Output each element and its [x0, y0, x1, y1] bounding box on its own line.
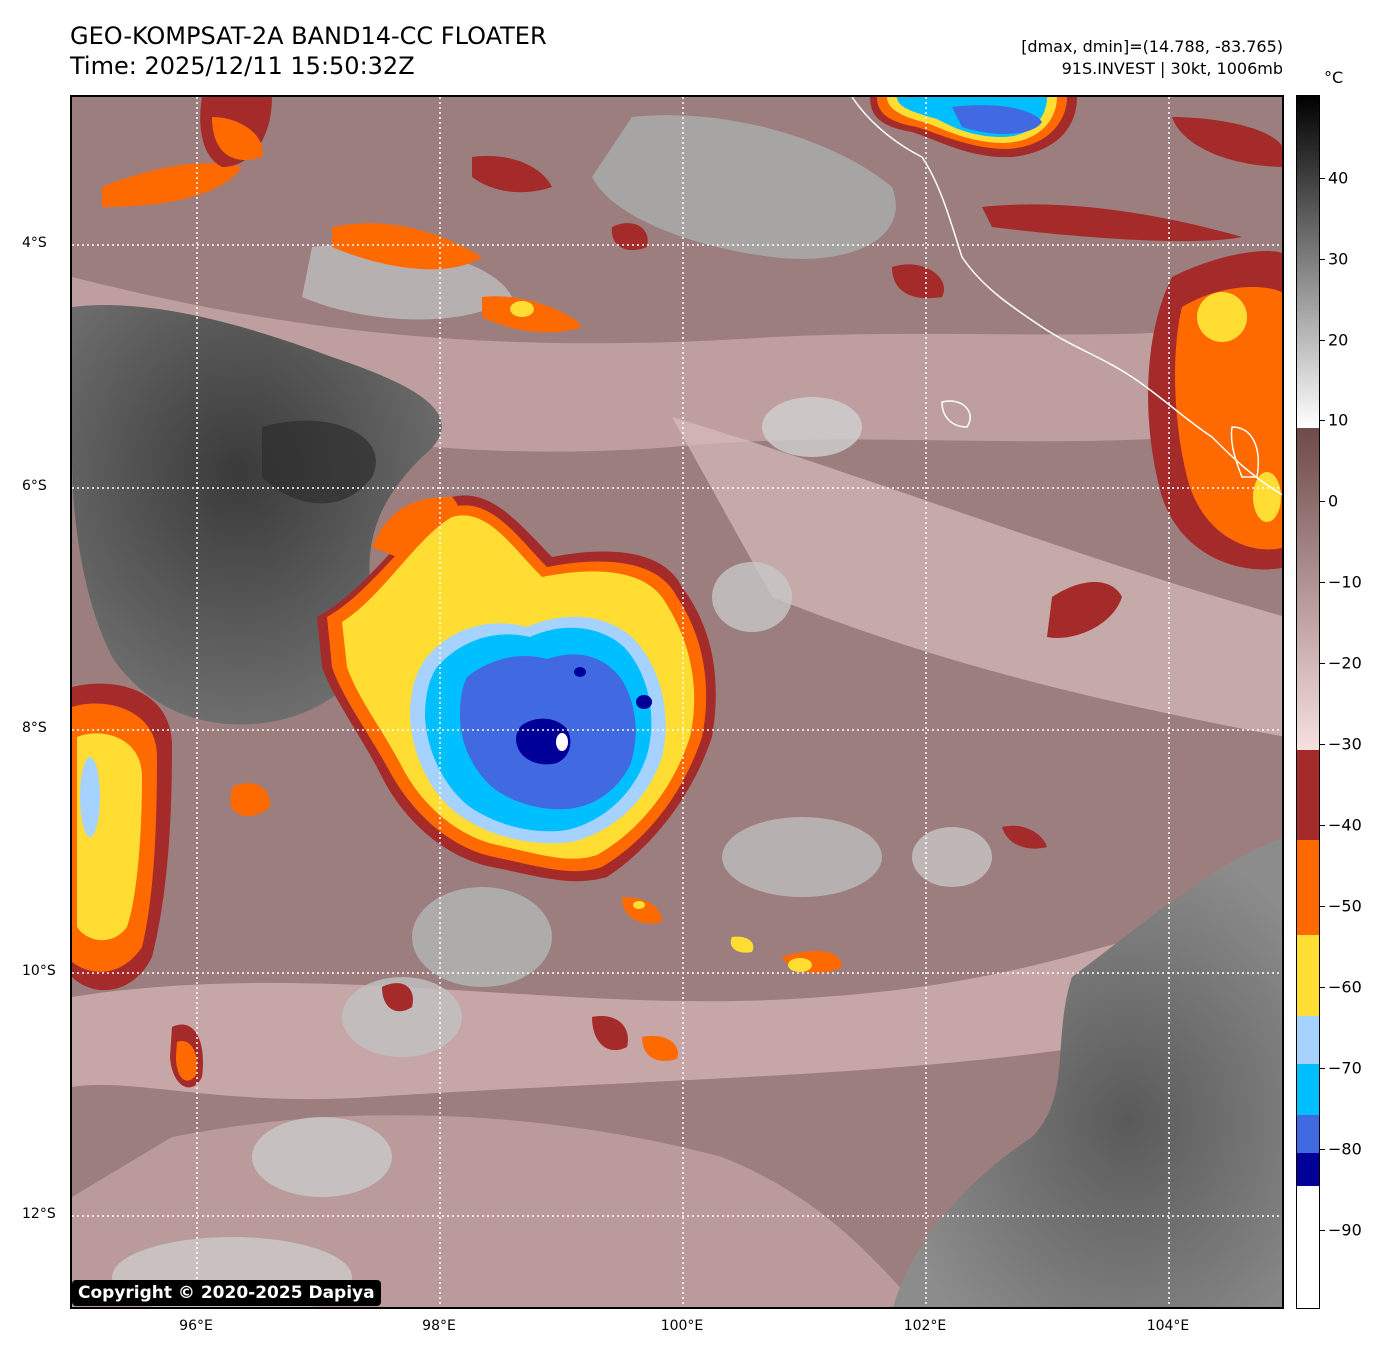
lat-label-8s: 8°S: [22, 720, 47, 736]
colorbar-tick-20: 20: [1328, 330, 1349, 350]
cyclone-navy-core: [516, 718, 571, 765]
copyright-badge: Copyright © 2020-2025 Dapiya: [72, 1280, 381, 1306]
dmax-dmin-info: [dmax, dmin]=(14.788, -83.765): [1021, 37, 1283, 56]
lon-label-102e: 102°E: [903, 1318, 947, 1334]
colorbar-tick-minus90: −90: [1328, 1220, 1362, 1240]
colorbar-tick-minus80: −80: [1328, 1139, 1362, 1159]
colorbar-tick-minus50: −50: [1328, 896, 1362, 916]
satellite-map: [70, 95, 1284, 1309]
colorbar-tick-40: 40: [1328, 168, 1349, 188]
colorbar-scale: [1297, 96, 1319, 1308]
graticule: [72, 97, 1282, 1307]
colorbar-tick-0: 0: [1328, 491, 1339, 511]
colorbar-tick-minus20: −20: [1328, 653, 1362, 673]
colorbar-tick-minus70: −70: [1328, 1058, 1362, 1078]
title-line-2: Time: 2025/12/11 15:50:32Z: [70, 52, 415, 80]
coastline: [851, 97, 1282, 496]
storm-info: 91S.INVEST | 30kt, 1006mb: [1061, 59, 1283, 78]
lat-label-10s: 10°S: [22, 963, 56, 979]
southeast-grey-region: [893, 838, 1282, 1307]
colorbar-unit: °C: [1324, 68, 1344, 87]
lon-label-98e: 98°E: [422, 1318, 456, 1334]
colorbar-tick-minus10: −10: [1328, 572, 1362, 592]
colorbar-tick-minus30: −30: [1328, 734, 1362, 754]
colorbar-tick-10: 10: [1328, 410, 1349, 430]
lon-label-100e: 100°E: [660, 1318, 704, 1334]
colorbar-tick-minus60: −60: [1328, 977, 1362, 997]
colorbar-tick-30: 30: [1328, 249, 1349, 269]
lon-label-104e: 104°E: [1146, 1318, 1190, 1334]
lon-label-96e: 96°E: [179, 1318, 213, 1334]
colorbar: [1296, 95, 1320, 1309]
title-line-1: GEO-KOMPSAT-2A BAND14-CC FLOATER: [70, 22, 547, 50]
lat-label-4s: 4°S: [22, 235, 47, 251]
lat-label-12s: 12°S: [22, 1206, 56, 1222]
lat-label-6s: 6°S: [22, 478, 47, 494]
colorbar-tick-minus40: −40: [1328, 815, 1362, 835]
ir-imagery: [72, 97, 1282, 1307]
